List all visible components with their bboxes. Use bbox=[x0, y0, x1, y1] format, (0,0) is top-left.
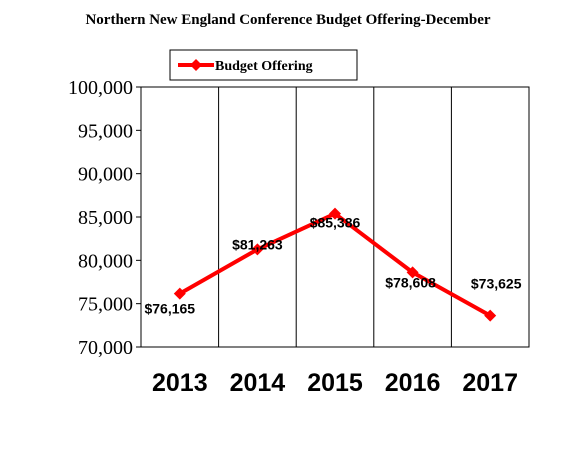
x-tick-label: 2017 bbox=[462, 369, 518, 397]
legend-label: Budget Offering bbox=[215, 59, 313, 74]
legend-marker-diamond bbox=[190, 59, 202, 71]
data-point-marker bbox=[251, 243, 264, 256]
x-axis: 2013 2014 2015 2016 2017 bbox=[152, 369, 518, 397]
data-label: $73,625 bbox=[471, 276, 522, 292]
x-tick-label: 2014 bbox=[230, 369, 286, 397]
data-point-marker bbox=[406, 266, 419, 279]
data-labels: $76,165 $81,263 $85,386 $78,608 $73,625 bbox=[144, 215, 521, 317]
x-tick-label: 2015 bbox=[307, 369, 363, 397]
y-tick-label: 85,000 bbox=[78, 207, 133, 229]
y-tick-label: 95,000 bbox=[78, 120, 133, 142]
legend: Budget Offering bbox=[169, 49, 358, 81]
series-budget-offering bbox=[173, 207, 497, 322]
chart-title: Northern New England Conference Budget O… bbox=[85, 12, 490, 28]
x-tick-label: 2013 bbox=[152, 369, 208, 397]
y-axis: 70,000 75,000 80,000 85,000 90,000 95,000 100,… bbox=[68, 77, 141, 359]
y-tick-label: 80,000 bbox=[78, 250, 133, 272]
data-label: $78,608 bbox=[385, 274, 436, 290]
y-tick-label: 70,000 bbox=[78, 337, 133, 359]
data-label: $76,165 bbox=[144, 301, 195, 317]
y-tick-label: 100,000 bbox=[68, 77, 133, 99]
y-tick-label: 75,000 bbox=[78, 294, 133, 316]
data-point-marker bbox=[484, 309, 497, 322]
data-label: $81,263 bbox=[232, 236, 283, 252]
gridlines bbox=[218, 87, 452, 347]
data-label: $85,386 bbox=[310, 215, 361, 231]
data-point-marker bbox=[173, 287, 186, 300]
x-tick-label: 2016 bbox=[385, 369, 441, 397]
y-tick-label: 90,000 bbox=[78, 164, 133, 186]
data-point-marker bbox=[329, 207, 341, 220]
